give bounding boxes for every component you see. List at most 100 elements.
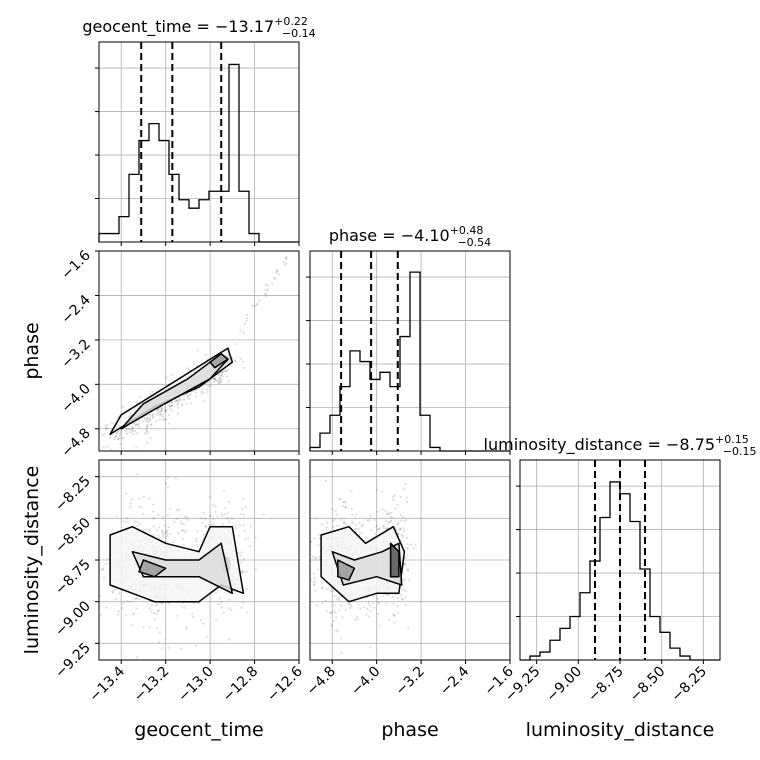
sample-point-lumdist-geocent — [182, 529, 185, 532]
sample-point-lumdist-phase — [317, 544, 320, 547]
sample-point-lumdist-geocent — [177, 532, 180, 535]
sample-point-phase-geocent — [157, 408, 160, 411]
sample-point-phase-geocent — [146, 425, 149, 428]
sample-point-lumdist-phase — [399, 594, 403, 597]
sample-point-lumdist-geocent — [174, 477, 177, 480]
sample-point-lumdist-geocent — [179, 647, 183, 650]
sample-point-lumdist-geocent — [241, 571, 244, 574]
sample-point-lumdist-geocent — [152, 534, 155, 537]
sample-point-lumdist-phase — [403, 578, 406, 582]
sample-point-lumdist-phase — [335, 513, 338, 516]
sample-point-lumdist-geocent — [129, 502, 132, 505]
panel-title-luminosity_distance: luminosity_distance = −8.75+0.15 −0.15 — [484, 433, 757, 458]
sample-point-phase-geocent — [171, 409, 174, 412]
sample-point-phase-geocent — [285, 256, 288, 259]
sample-point-lumdist-phase — [332, 519, 335, 523]
sample-point-lumdist-geocent — [135, 597, 138, 600]
sample-point-lumdist-phase — [392, 613, 395, 616]
sample-point-lumdist-geocent — [206, 635, 209, 638]
sample-point-lumdist-geocent — [254, 536, 257, 539]
sample-point-lumdist-phase — [338, 598, 341, 602]
sample-point-lumdist-geocent — [179, 520, 182, 523]
sample-point-lumdist-phase — [313, 580, 316, 583]
sample-point-lumdist-geocent — [129, 600, 132, 603]
sample-point-phase-geocent — [275, 271, 278, 274]
sample-point-lumdist-phase — [393, 494, 396, 497]
sample-point-phase-geocent — [145, 429, 149, 433]
sample-point-phase-geocent — [213, 378, 216, 381]
sample-point-phase-geocent — [202, 399, 205, 403]
sample-point-lumdist-phase — [369, 609, 372, 612]
sample-point-lumdist-geocent — [154, 605, 157, 608]
sample-point-phase-geocent — [121, 437, 124, 440]
sample-point-lumdist-geocent — [241, 601, 244, 604]
sample-point-lumdist-geocent — [145, 528, 148, 531]
sample-point-lumdist-phase — [344, 608, 347, 612]
sample-point-phase-geocent — [265, 295, 268, 298]
sample-point-lumdist-geocent — [134, 520, 137, 523]
histogram-luminosity_distance — [520, 481, 720, 661]
x-axis-label-geocent_time: geocent_time — [134, 719, 263, 741]
sample-point-lumdist-phase — [393, 614, 396, 617]
x-tick-label-geocent_time: −12.6 — [264, 663, 306, 705]
sample-point-phase-geocent — [149, 436, 152, 439]
sample-point-phase-geocent — [115, 431, 118, 435]
sample-point-phase-geocent — [160, 407, 163, 410]
sample-point-phase-geocent — [218, 381, 221, 384]
sample-point-lumdist-phase — [389, 515, 393, 519]
sample-point-lumdist-geocent — [99, 594, 102, 597]
sample-point-lumdist-geocent — [136, 473, 139, 476]
sample-point-phase-geocent — [185, 367, 188, 370]
sample-point-phase-geocent — [117, 430, 120, 433]
sample-point-lumdist-phase — [353, 528, 357, 531]
sample-point-lumdist-phase — [333, 595, 336, 598]
sample-point-lumdist-geocent — [180, 605, 183, 608]
sample-point-phase-geocent — [219, 374, 222, 377]
sample-point-lumdist-phase — [331, 610, 334, 614]
panel-frame-geocent_time-geocent_time — [98, 41, 300, 243]
sample-point-lumdist-phase — [403, 562, 406, 565]
sample-point-phase-geocent — [227, 368, 230, 371]
sample-point-phase-geocent — [266, 288, 269, 291]
sample-point-lumdist-geocent — [204, 517, 207, 521]
sample-point-lumdist-phase — [347, 602, 350, 606]
sample-point-lumdist-geocent — [152, 525, 155, 528]
sample-point-phase-geocent — [160, 409, 163, 413]
sample-point-lumdist-geocent — [175, 517, 179, 521]
sample-point-phase-geocent — [125, 428, 128, 431]
sample-point-phase-geocent — [146, 417, 149, 420]
sample-point-lumdist-geocent — [124, 614, 127, 617]
sample-point-lumdist-phase — [375, 524, 379, 527]
sample-point-lumdist-phase — [377, 602, 381, 605]
sample-point-lumdist-geocent — [200, 517, 203, 520]
sample-point-phase-geocent — [130, 429, 133, 432]
sample-point-lumdist-geocent — [230, 517, 234, 521]
sample-point-lumdist-phase — [397, 522, 400, 525]
sample-point-phase-geocent — [206, 390, 209, 393]
sample-point-lumdist-phase — [388, 512, 391, 515]
y-tick-label-phase: −1.6 — [58, 247, 93, 282]
sample-point-lumdist-phase — [406, 547, 409, 550]
sample-point-lumdist-geocent — [226, 517, 229, 520]
sample-point-lumdist-phase — [317, 568, 320, 571]
sample-point-lumdist-phase — [345, 506, 348, 509]
sample-point-lumdist-geocent — [136, 520, 139, 523]
sample-point-lumdist-geocent — [192, 615, 195, 619]
sample-point-lumdist-geocent — [202, 622, 205, 625]
sample-point-lumdist-phase — [338, 497, 341, 500]
sample-point-lumdist-geocent — [131, 623, 134, 626]
sample-point-lumdist-geocent — [115, 597, 118, 601]
sample-point-lumdist-geocent — [242, 524, 245, 527]
sample-point-phase-geocent — [176, 403, 179, 406]
sample-point-lumdist-geocent — [115, 514, 118, 517]
sample-point-phase-geocent — [156, 411, 159, 414]
sample-point-phase-geocent — [283, 263, 286, 266]
sample-point-lumdist-geocent — [148, 529, 151, 532]
sample-point-lumdist-geocent — [208, 523, 211, 527]
sample-point-lumdist-geocent — [224, 512, 227, 516]
sample-point-lumdist-phase — [404, 596, 407, 599]
sample-point-lumdist-phase — [376, 528, 379, 531]
sample-point-phase-geocent — [271, 282, 274, 286]
sample-point-phase-geocent — [205, 388, 208, 391]
sample-point-lumdist-geocent — [113, 589, 116, 592]
